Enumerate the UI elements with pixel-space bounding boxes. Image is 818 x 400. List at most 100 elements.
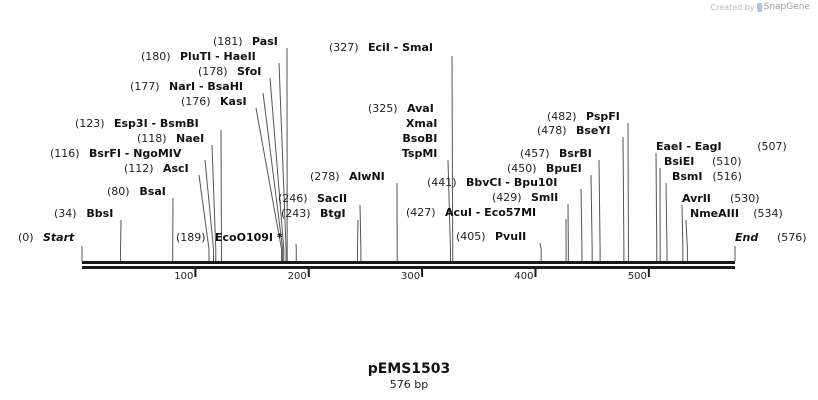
enzyme-name[interactable]: EciI - SmaI	[368, 41, 433, 54]
restriction-site-label[interactable]: (278) AlwNI	[310, 170, 385, 183]
restriction-site-label[interactable]: (441) BbvCI - Bpu10I	[427, 176, 557, 189]
enzyme-name[interactable]: AvaI	[407, 102, 434, 115]
position-label: (441)	[427, 176, 457, 189]
axis-tick	[647, 269, 650, 277]
position-label: (510)	[712, 155, 742, 168]
restriction-site-label[interactable]: (429) SmlI	[492, 191, 558, 204]
axis-tick-label: 100	[174, 271, 193, 282]
enzyme-name[interactable]: EaeI - EagI	[656, 140, 722, 153]
position-label: (180)	[141, 50, 171, 63]
restriction-site-label[interactable]: AvrII (530)	[682, 192, 760, 205]
enzyme-name[interactable]: BsmI	[672, 170, 703, 183]
restriction-site-label[interactable]: (482) PspFI	[547, 110, 620, 123]
position-label: (429)	[492, 191, 522, 204]
restriction-site-label[interactable]: EaeI - EagI (507)	[656, 140, 787, 153]
enzyme-name[interactable]: XmaI	[406, 117, 437, 130]
site-connector-line	[204, 159, 215, 261]
position-label: (482)	[547, 110, 577, 123]
position-label: (189)	[176, 231, 206, 244]
enzyme-name[interactable]: BseYI	[576, 124, 610, 137]
restriction-site-label[interactable]: (80) BsaI	[107, 185, 166, 198]
enzyme-name[interactable]: KasI	[220, 95, 247, 108]
site-connector-line	[447, 159, 451, 261]
enzyme-name[interactable]: BsiEI	[664, 155, 694, 168]
restriction-site-label[interactable]: BsiEI (510)	[664, 155, 742, 168]
enzyme-name[interactable]: SfoI	[237, 65, 261, 78]
enzyme-name[interactable]: SmlI	[531, 191, 558, 204]
enzyme-name[interactable]: PspFI	[586, 110, 620, 123]
site-connector-line	[211, 144, 217, 261]
enzyme-name[interactable]: EcoO109I *	[215, 231, 283, 244]
restriction-site-label[interactable]: (427) AcuI - Eco57MI	[406, 206, 536, 219]
enzyme-name[interactable]: BbvCI - Bpu10I	[466, 176, 557, 189]
site-connector-line	[665, 182, 668, 261]
position-label: (534)	[753, 207, 783, 220]
restriction-site-label[interactable]: (327) EciI - SmaI	[329, 41, 433, 54]
axis-tick-label: 500	[628, 271, 647, 282]
restriction-site-label[interactable]: (177) NarI - BsaHI	[130, 80, 243, 93]
restriction-site-label[interactable]: (189) EcoO109I *	[176, 231, 283, 244]
restriction-site-label[interactable]: (405) PvuII	[456, 230, 526, 243]
restriction-site-label[interactable]: (243) BtgI	[281, 207, 346, 220]
enzyme-name[interactable]: BbsI	[86, 207, 113, 220]
site-connector-line	[198, 174, 210, 261]
position-label: (116)	[50, 147, 80, 160]
position-label: (246)	[278, 192, 308, 205]
axis-tick-label: 200	[288, 271, 307, 282]
restriction-site-label[interactable]: (478) BseYI	[537, 124, 610, 137]
restriction-site-label[interactable]: (176) KasI	[181, 95, 247, 108]
position-label: (243)	[281, 207, 311, 220]
position-label: (80)	[107, 185, 130, 198]
axis-tick	[194, 269, 197, 277]
position-label: (178)	[198, 65, 228, 78]
position-label: (327)	[329, 41, 359, 54]
enzyme-name[interactable]: BsaI	[139, 185, 165, 198]
site-connector-line	[681, 204, 684, 261]
enzyme-name[interactable]: NaeI	[176, 132, 204, 145]
restriction-site-label[interactable]: NmeAIII (534)	[690, 207, 783, 220]
enzyme-name[interactable]: AcuI - Eco57MI	[445, 206, 536, 219]
enzyme-name[interactable]: NmeAIII	[690, 207, 739, 220]
site-connector-line	[685, 219, 688, 261]
position-label: (507)	[757, 140, 787, 153]
restriction-site-label[interactable]: (246) SacII	[278, 192, 347, 205]
enzyme-name[interactable]: BtgI	[320, 207, 346, 220]
enzyme-name[interactable]: AlwNI	[349, 170, 385, 183]
sequence-end-label: End	[735, 231, 758, 244]
restriction-site-label[interactable]: (112) AscI	[124, 162, 189, 175]
restriction-site-label[interactable]: (116) BsrFI - NgoMIV	[50, 147, 182, 160]
site-connector-line	[622, 136, 625, 261]
sequence-top-strand	[82, 261, 735, 264]
enzyme-name[interactable]: PluTI - HaeII	[180, 50, 256, 63]
restriction-site-label[interactable]: (325) AvaI XmaI BsoBI TspMI	[368, 102, 437, 160]
restriction-site-label[interactable]: (450) BpuEI	[507, 162, 582, 175]
restriction-site-label[interactable]: (181) PasI	[213, 35, 278, 48]
restriction-site-label[interactable]: BsmI (516)	[672, 170, 742, 183]
enzyme-name[interactable]: BsrBI	[559, 147, 592, 160]
enzyme-name[interactable]: AscI	[163, 162, 189, 175]
restriction-site-label[interactable]: (178) SfoI	[198, 65, 261, 78]
position-label: (325)	[368, 102, 398, 115]
enzyme-name[interactable]: BsrFI - NgoMIV	[89, 147, 182, 160]
site-connector-line	[269, 77, 285, 261]
enzyme-name[interactable]: AvrII	[682, 192, 711, 205]
enzyme-name[interactable]: Esp3I - BsmBI	[114, 117, 199, 130]
enzyme-name[interactable]: TspMI	[402, 147, 438, 160]
position-label: (176)	[181, 95, 211, 108]
enzyme-name[interactable]: SacII	[317, 192, 347, 205]
enzyme-name[interactable]: PvuII	[495, 230, 526, 243]
enzyme-name[interactable]: PasI	[252, 35, 278, 48]
restriction-site-label[interactable]: (34) BbsI	[54, 207, 113, 220]
site-connector-line	[590, 174, 593, 261]
restriction-site-label[interactable]: (457) BsrBI	[520, 147, 592, 160]
restriction-site-label[interactable]: (123) Esp3I - BsmBI	[75, 117, 199, 130]
restriction-site-label[interactable]: (180) PluTI - HaeII	[141, 50, 256, 63]
enzyme-name[interactable]: BpuEI	[546, 162, 582, 175]
enzyme-name[interactable]: NarI - BsaHI	[169, 80, 243, 93]
position-label: (0)	[18, 231, 34, 244]
plasmid-length: 576 bp	[389, 378, 429, 391]
restriction-site-label[interactable]: (118) NaeI	[137, 132, 204, 145]
position-label: (427)	[406, 206, 436, 219]
enzyme-name[interactable]: BsoBI	[402, 132, 437, 145]
